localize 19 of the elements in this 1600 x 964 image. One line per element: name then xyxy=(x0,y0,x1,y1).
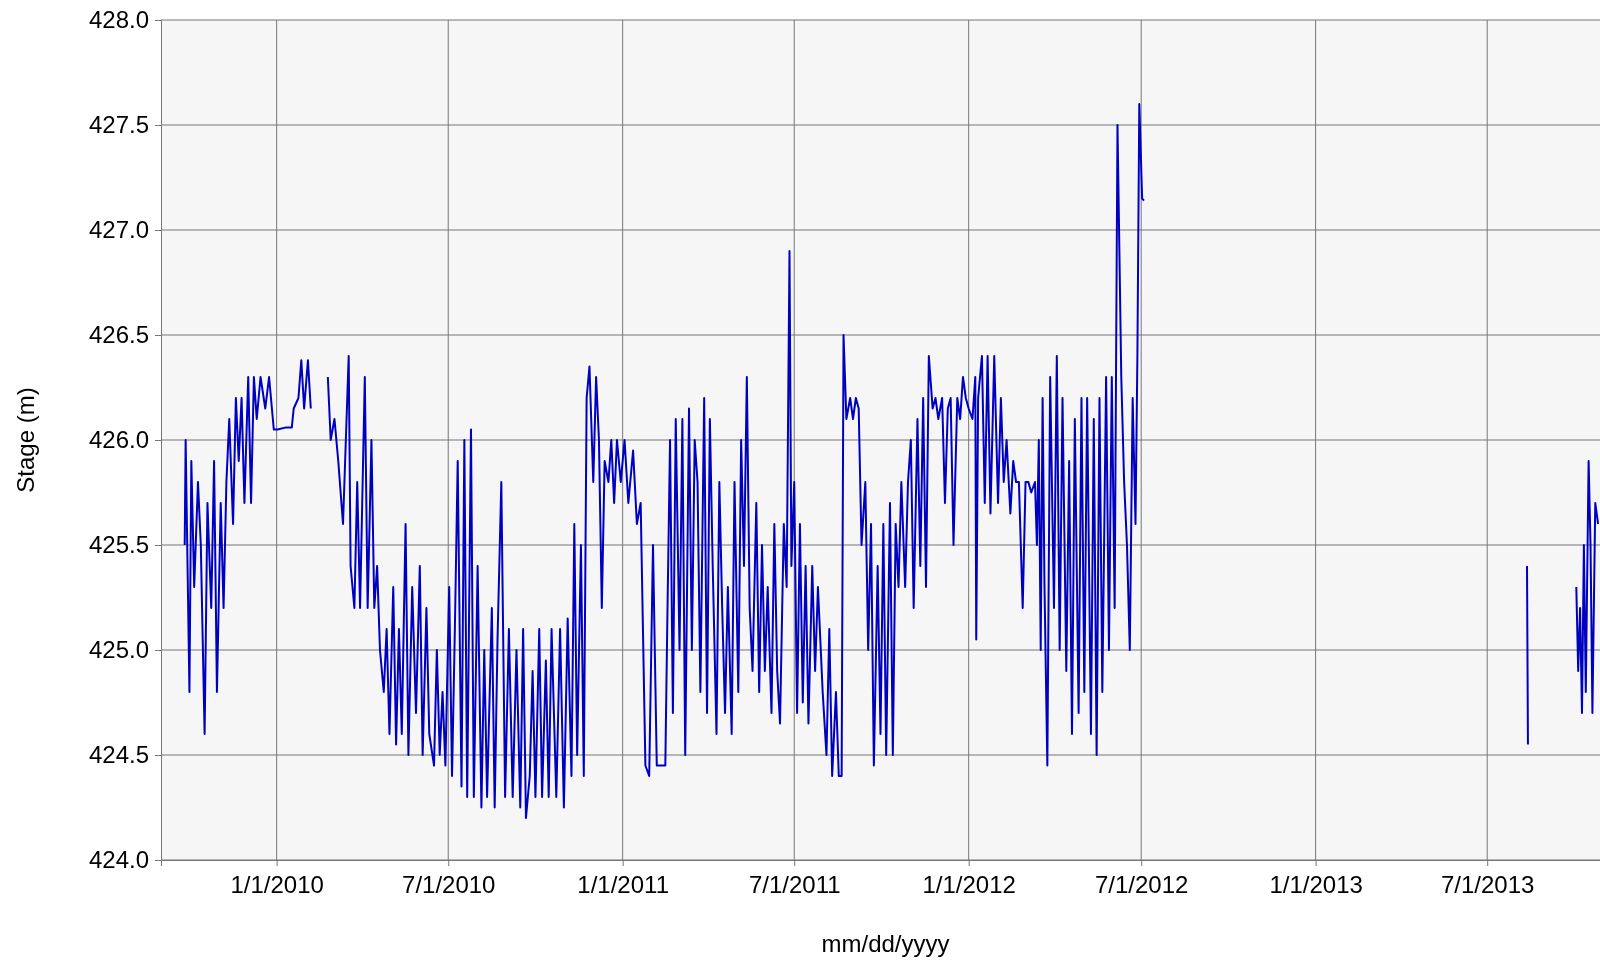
y-tick-label: 428.0 xyxy=(88,6,149,34)
x-tick-label: 1/1/2012 xyxy=(922,871,1016,899)
y-axis-title: Stage (m) xyxy=(12,387,39,493)
x-tick-label: 7/1/2010 xyxy=(402,871,496,899)
x-tick-label: 1/1/2010 xyxy=(230,871,324,899)
y-tick-label: 425.0 xyxy=(88,636,149,664)
x-tick-label: 7/1/2013 xyxy=(1440,871,1535,899)
x-tick-label: 7/1/2012 xyxy=(1094,871,1189,899)
y-tick-label: 426.5 xyxy=(88,321,149,349)
y-tick-label: 427.0 xyxy=(88,216,149,244)
x-tick-label: 1/1/2011 xyxy=(577,871,669,899)
y-tick-label: 424.0 xyxy=(88,846,149,874)
x-tick-label: 1/1/2013 xyxy=(1269,871,1363,899)
y-tick-label: 427.5 xyxy=(88,111,149,139)
x-tick-label: 7/1/2011 xyxy=(748,871,841,899)
y-tick-label: 424.5 xyxy=(88,741,149,769)
y-tick-label: 426.0 xyxy=(88,426,149,454)
x-axis-title: mm/dd/yyyy xyxy=(821,930,950,957)
y-tick-label: 425.5 xyxy=(88,531,149,559)
